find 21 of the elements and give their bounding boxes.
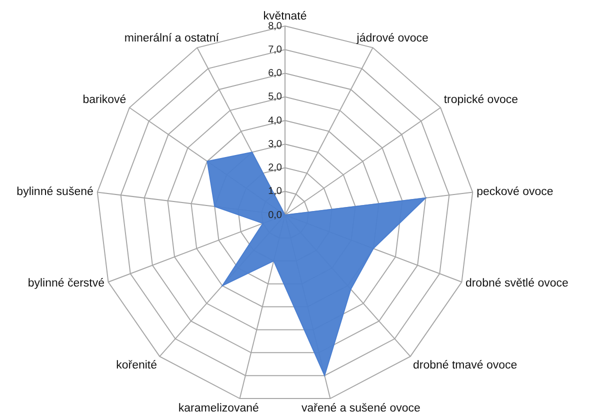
y-tick-label: 8,0	[268, 20, 282, 32]
spoke-label: jádrové ovoce	[356, 32, 428, 45]
spoke-label: květnaté	[263, 10, 307, 22]
spoke-label: peckové ovoce	[476, 186, 554, 198]
y-tick-label: 3,0	[268, 138, 282, 150]
y-tick-label: 6,0	[268, 68, 282, 79]
spoke-label: bylinné čerstvé	[28, 278, 105, 290]
spoke-label: karamelizované	[178, 402, 259, 414]
spoke-label: vařené a sušené ovoce	[301, 402, 420, 414]
spoke-label: kořenité	[116, 359, 158, 372]
y-tick-label: 0,0	[268, 210, 282, 221]
spoke-label: drobné tmavé ovoce	[412, 359, 518, 372]
y-tick-label: 7,0	[268, 44, 282, 56]
y-tick-label: 2,0	[268, 162, 282, 174]
spoke-label: barikové	[82, 94, 126, 106]
spoke-label: drobné světlé ovoce	[465, 278, 568, 290]
spoke-label: bylinné sušené	[16, 186, 94, 198]
y-tick-label: 5,0	[268, 92, 282, 103]
spoke-label: tropické ovoce	[444, 94, 518, 106]
spoke-label: minerální a ostatní	[124, 32, 220, 45]
y-tick-label: 4,0	[268, 115, 282, 126]
